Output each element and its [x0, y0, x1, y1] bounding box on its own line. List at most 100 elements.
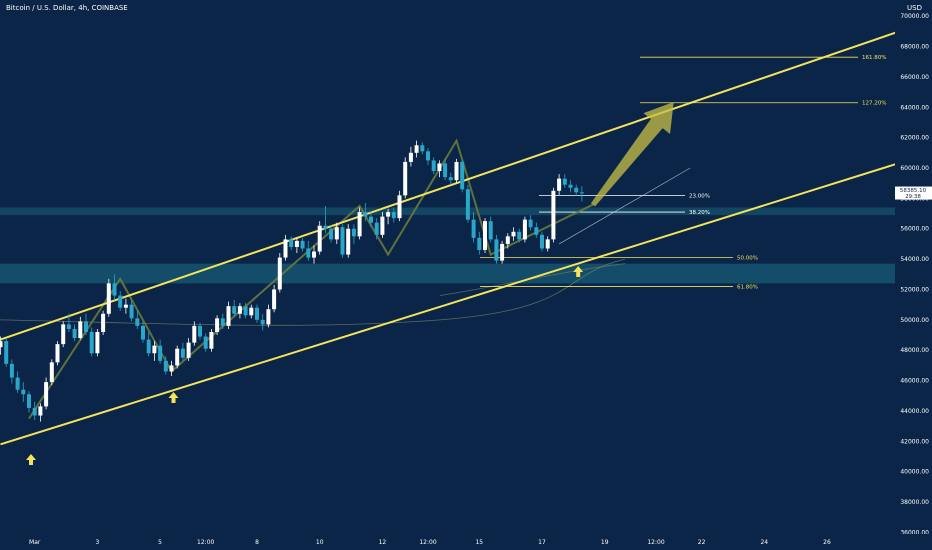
y-tick-label: 48000.00 — [900, 347, 929, 354]
support-arrow-marker — [26, 454, 36, 465]
candle-body — [175, 348, 180, 366]
y-tick-label: 52000.00 — [900, 286, 929, 293]
candle-body — [494, 239, 499, 261]
candle-body — [329, 228, 334, 240]
support-arrow-marker — [168, 392, 179, 403]
candle-body — [61, 324, 66, 345]
bar-countdown: 29:38 — [905, 194, 921, 200]
y-tick-label: 70000.00 — [900, 13, 929, 20]
candle-body — [557, 178, 562, 191]
fib-level-label: 161.80% — [862, 55, 886, 61]
candle-body — [169, 365, 174, 372]
support-arrow-marker — [573, 266, 584, 277]
candle-body — [426, 151, 430, 161]
x-tick-label: 12:00 — [647, 539, 664, 546]
last-price-value: 58385.10 — [900, 188, 927, 194]
candle-body — [517, 231, 522, 240]
last-price-tag — [895, 186, 932, 200]
candle-body — [454, 161, 459, 181]
candle-body — [545, 239, 550, 249]
candle-body — [146, 339, 151, 354]
candle-body — [528, 219, 533, 228]
candle-body — [340, 227, 345, 255]
channel-lower-line — [0, 163, 895, 446]
candle-body — [300, 240, 305, 249]
candle-body — [203, 336, 208, 349]
candle-body — [266, 309, 271, 325]
candle-body — [414, 145, 419, 153]
ma-line — [0, 258, 626, 326]
candle-body — [397, 195, 402, 219]
candle-body — [32, 407, 37, 416]
candle-body — [334, 227, 339, 240]
candle-body — [84, 321, 88, 332]
y-tick-label: 62000.00 — [900, 135, 929, 142]
x-tick-label: 12:00 — [419, 539, 436, 546]
candle-body — [294, 240, 299, 247]
x-tick-label: 3 — [95, 539, 99, 546]
x-tick-label: 26 — [823, 539, 831, 546]
y-tick-label: 64000.00 — [900, 104, 929, 111]
candle-body — [101, 313, 106, 332]
candle-body — [180, 348, 185, 358]
candle-body — [317, 225, 322, 252]
candle-body — [44, 382, 49, 407]
y-tick-label: 54000.00 — [900, 256, 929, 263]
zone-band — [0, 263, 895, 284]
candle-body — [312, 251, 316, 258]
candle-body — [431, 160, 436, 172]
candle-body — [488, 221, 493, 240]
candle-body — [0, 341, 3, 348]
candle-body — [152, 345, 157, 354]
fib-level-label: 61.80% — [737, 284, 758, 290]
candle-body — [237, 306, 242, 314]
candle-body — [483, 221, 487, 251]
candle-body — [306, 248, 311, 258]
candle-body — [460, 161, 465, 190]
candle-body — [260, 319, 265, 325]
candle-body — [374, 222, 379, 235]
candle-body — [232, 306, 237, 314]
candle-body — [391, 212, 396, 219]
fib-level-label: 23.00% — [689, 193, 710, 199]
candle-body — [323, 225, 328, 229]
x-tick-label: 17 — [538, 539, 546, 546]
x-tick-label: Mar — [29, 539, 41, 546]
candle-body — [243, 306, 248, 316]
y-tick-label: 56000.00 — [900, 226, 929, 233]
candle-body — [408, 152, 413, 162]
candle-body — [249, 307, 254, 316]
candle-body — [437, 163, 442, 172]
y-tick-label: 44000.00 — [900, 408, 929, 415]
candle-body — [89, 331, 94, 354]
x-tick-label: 12 — [379, 539, 387, 546]
candle-body — [346, 228, 351, 255]
x-tick-label: 15 — [475, 539, 483, 546]
candle-body — [448, 177, 453, 181]
candle-body — [522, 219, 527, 240]
candle-body — [55, 344, 60, 363]
candle-body — [158, 345, 163, 361]
fib-level-label: 127.20% — [862, 101, 886, 107]
candle-body — [209, 331, 214, 349]
mini-trendline — [558, 167, 691, 245]
candle-body — [255, 307, 259, 320]
x-tick-label: 19 — [601, 539, 609, 546]
candle-body — [192, 325, 197, 343]
y-tick-label: 68000.00 — [900, 44, 929, 51]
candle-body — [15, 377, 20, 390]
candle-body — [21, 389, 26, 395]
candle-body — [277, 257, 282, 290]
candle-body — [123, 304, 128, 308]
projection-arrow — [590, 101, 674, 207]
y-tick-label: 40000.00 — [900, 469, 929, 476]
candle-body — [198, 325, 202, 337]
candle-body — [272, 289, 277, 310]
candle-body — [129, 304, 134, 319]
candle-body — [112, 283, 117, 296]
y-tick-label: 46000.00 — [900, 378, 929, 385]
candle-body — [38, 406, 43, 416]
candle-body — [420, 145, 425, 152]
